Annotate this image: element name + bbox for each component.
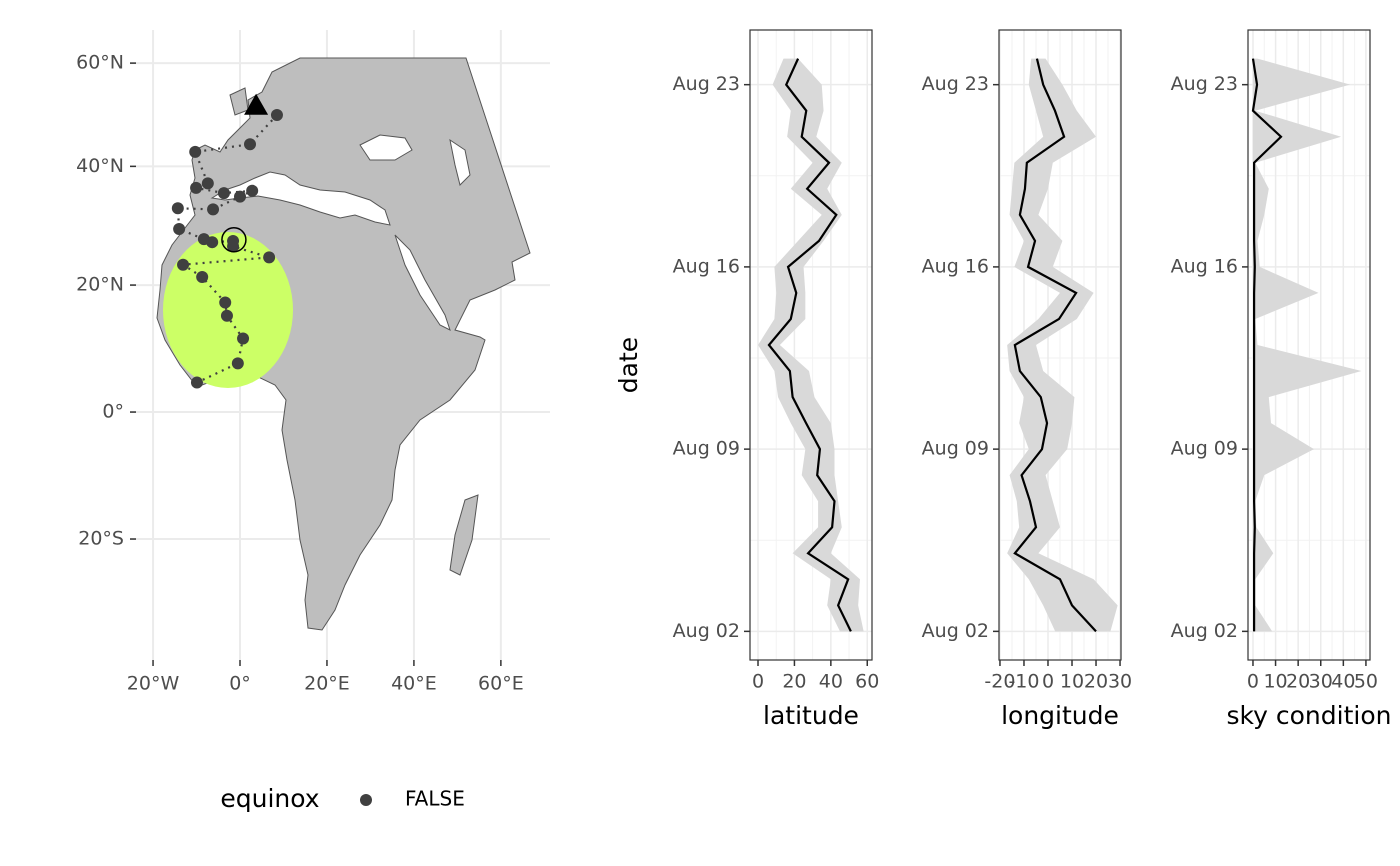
y-tick-label: Aug 02 — [1171, 620, 1238, 642]
x-tick-label: 20 — [1084, 671, 1108, 693]
y-tick-label: Aug 02 — [922, 620, 989, 642]
x-tick-label: 20°E — [304, 673, 350, 695]
point — [220, 309, 233, 322]
point — [263, 251, 276, 264]
panel-border — [998, 29, 1122, 661]
x-tick-label: 0° — [229, 673, 251, 695]
x-tick-label: 20 — [1286, 671, 1310, 693]
point — [217, 187, 230, 200]
x-tick-label: 40 — [1331, 671, 1355, 693]
legend-title: equinox — [220, 784, 319, 813]
x-tick-label: 40 — [819, 671, 843, 693]
x-tick-label: 10 — [1060, 671, 1084, 693]
x-tick-label: 50 — [1354, 671, 1378, 693]
point — [196, 271, 209, 284]
point — [190, 181, 203, 194]
x-tick-label: 0 — [752, 671, 764, 693]
point — [201, 177, 214, 190]
mediterranean — [210, 171, 391, 226]
point — [270, 109, 283, 122]
britain — [229, 87, 249, 116]
point — [177, 258, 190, 271]
point — [237, 332, 250, 345]
x-tick-label: -10 — [1008, 671, 1039, 693]
x-tick-label: 0 — [1247, 671, 1259, 693]
x-tick-label: 40°E — [391, 673, 437, 695]
y-tick-label: Aug 23 — [673, 73, 740, 95]
point — [207, 203, 220, 216]
y-tick-label: 40°N — [76, 155, 124, 177]
ribbon — [1252, 58, 1362, 632]
red-sea — [394, 234, 451, 331]
circle-marker — [221, 227, 247, 253]
point — [234, 190, 246, 203]
x-tick-label: 10 — [1263, 671, 1287, 693]
point — [190, 376, 203, 389]
x-tick-label: 60 — [855, 671, 879, 693]
line — [767, 58, 852, 632]
x-tick-label: 20°W — [127, 673, 180, 695]
point — [189, 145, 202, 158]
madagascar — [449, 494, 479, 576]
legend-key — [360, 794, 372, 806]
point — [246, 184, 259, 197]
y-tick-label: Aug 23 — [922, 73, 989, 95]
ribbon — [1007, 58, 1118, 632]
x-tick-label: 20 — [782, 671, 806, 693]
black-sea — [359, 134, 413, 161]
basemap — [156, 57, 531, 631]
caspian-sea — [449, 138, 471, 186]
y-tick-label: Aug 02 — [673, 620, 740, 642]
triangle-marker — [244, 93, 269, 115]
x-tick-label: 30 — [1108, 671, 1132, 693]
land — [156, 57, 531, 631]
y-tick-label: Aug 16 — [922, 255, 989, 277]
point — [244, 138, 256, 151]
x-tick-label: 0 — [1042, 671, 1054, 693]
y-tick-label: 20°N — [76, 274, 124, 296]
y-tick-label: Aug 09 — [673, 438, 740, 460]
point — [206, 236, 219, 249]
x-axis-title: latitude — [763, 701, 859, 730]
panel-border — [1247, 29, 1371, 661]
x-tick-label: 30 — [1309, 671, 1333, 693]
legend-label: FALSE — [405, 787, 465, 811]
x-axis-title: longitude — [1001, 701, 1119, 730]
y-tick-label: 0° — [102, 401, 124, 423]
y-tick-label: Aug 09 — [922, 438, 989, 460]
y-tick-label: Aug 16 — [673, 255, 740, 277]
point — [227, 240, 240, 253]
point — [219, 296, 232, 309]
y-tick-label: Aug 23 — [1171, 73, 1238, 95]
point — [231, 357, 244, 370]
line — [1013, 58, 1097, 633]
y-axis-title: date — [614, 337, 643, 393]
point — [173, 222, 186, 235]
x-axis-title: sky condition — [1227, 701, 1392, 730]
x-tick-label: 60°E — [478, 673, 524, 695]
y-tick-label: 20°S — [78, 528, 124, 550]
ribbon — [758, 58, 864, 632]
panel-border — [749, 29, 873, 661]
x-tick-label: -20 — [984, 671, 1015, 693]
y-tick-label: Aug 09 — [1171, 438, 1238, 460]
y-tick-label: Aug 16 — [1171, 255, 1238, 277]
line — [1251, 58, 1283, 632]
y-tick-label: 60°N — [76, 52, 124, 74]
point — [171, 202, 184, 215]
